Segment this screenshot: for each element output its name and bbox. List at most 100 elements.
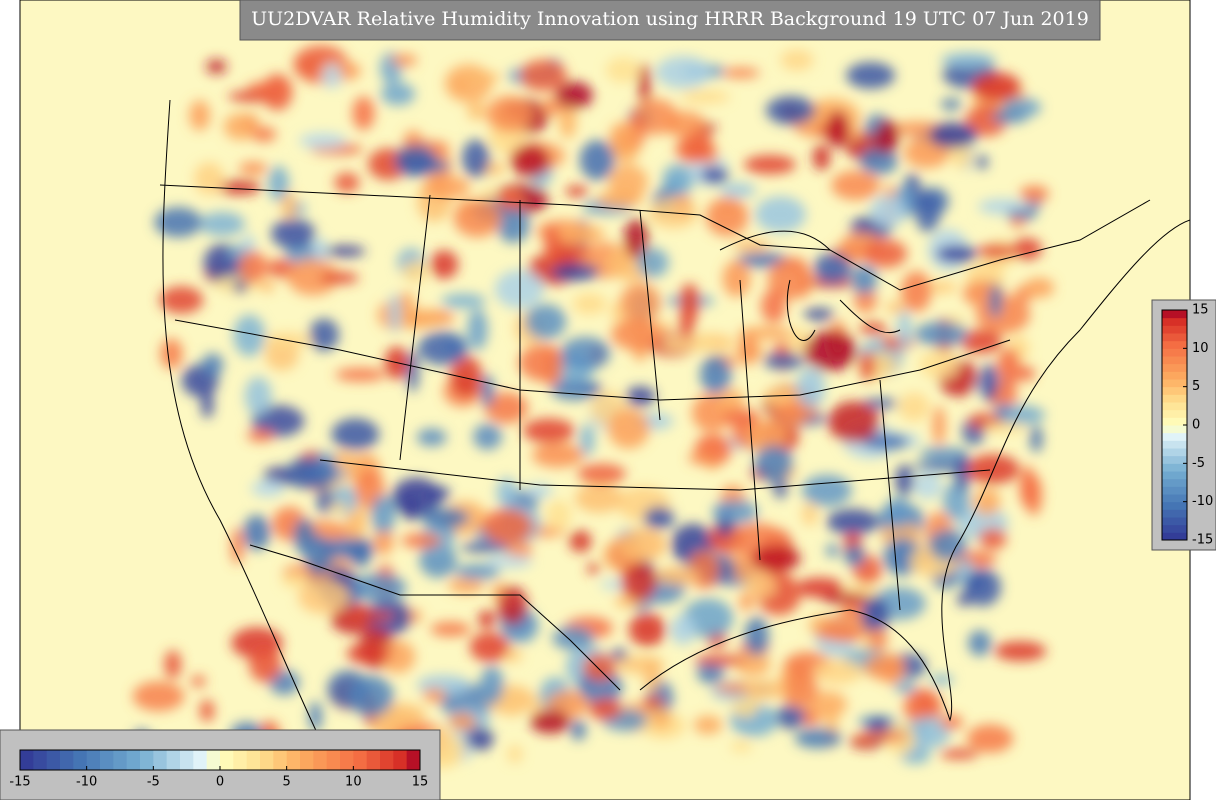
colorbar-step bbox=[1162, 310, 1187, 319]
field-blob bbox=[1019, 466, 1036, 508]
field-blob bbox=[660, 336, 712, 352]
colorbar-step bbox=[393, 750, 408, 770]
field-blob bbox=[738, 326, 794, 340]
field-blob bbox=[418, 331, 468, 366]
field-blob bbox=[722, 408, 760, 427]
colorbar-step bbox=[1162, 501, 1187, 510]
field-blob bbox=[928, 529, 967, 561]
field-blob bbox=[989, 283, 1002, 318]
field-blob bbox=[608, 164, 648, 200]
colorbar-step bbox=[73, 750, 88, 770]
field-blob bbox=[929, 674, 954, 685]
field-blob bbox=[335, 368, 386, 382]
colorbar-step bbox=[1162, 463, 1187, 472]
field-blob bbox=[550, 379, 598, 401]
colorbar-step bbox=[286, 750, 301, 770]
field-blob bbox=[370, 495, 396, 534]
field-blob bbox=[813, 252, 852, 284]
field-blob bbox=[983, 422, 1026, 434]
field-blob bbox=[246, 81, 291, 96]
colorbar-tick-label: -15 bbox=[9, 775, 30, 790]
field-blob bbox=[164, 650, 182, 679]
colorbar-step bbox=[246, 750, 261, 770]
colorbar-step bbox=[1162, 379, 1187, 388]
field-blob bbox=[636, 248, 669, 278]
field-blob bbox=[1030, 425, 1043, 453]
field-blob bbox=[869, 195, 905, 228]
colorbar-step bbox=[1162, 317, 1187, 326]
field-blob bbox=[642, 695, 664, 709]
field-blob bbox=[206, 59, 227, 74]
field-blob bbox=[994, 641, 1047, 662]
field-blob bbox=[251, 126, 277, 142]
field-blob bbox=[928, 122, 977, 149]
field-blob bbox=[697, 660, 725, 684]
field-blob bbox=[281, 572, 309, 588]
field-blob bbox=[957, 593, 972, 607]
field-blob bbox=[455, 563, 500, 581]
border-line bbox=[249, 544, 621, 691]
colorbar-step bbox=[1162, 440, 1187, 449]
field-blob bbox=[159, 286, 204, 314]
field-blob bbox=[189, 100, 211, 131]
field-blob bbox=[932, 405, 946, 446]
field-blob bbox=[343, 610, 395, 622]
colorbar-step bbox=[1162, 471, 1187, 480]
field-blob bbox=[700, 166, 729, 184]
field-blob bbox=[966, 724, 1014, 753]
field-blob bbox=[655, 55, 711, 89]
field-blob bbox=[625, 386, 656, 407]
colorbar-tick-label: 10 bbox=[1192, 341, 1209, 356]
field-blob bbox=[199, 212, 245, 236]
field-blob bbox=[867, 628, 888, 651]
field-blob bbox=[403, 492, 418, 522]
colorbar-step bbox=[1162, 348, 1187, 357]
field-blob bbox=[316, 488, 333, 514]
field-blob bbox=[200, 389, 214, 419]
field-blob bbox=[885, 301, 908, 314]
field-blob bbox=[744, 616, 769, 656]
field-blob bbox=[346, 642, 389, 665]
field-blob bbox=[815, 627, 861, 641]
colorbar-step bbox=[326, 750, 341, 770]
field-blob bbox=[651, 707, 671, 730]
coastline bbox=[162, 99, 331, 761]
field-blob bbox=[693, 715, 723, 735]
colorbar-step bbox=[180, 750, 194, 770]
colorbar-step bbox=[140, 750, 154, 770]
field-blob bbox=[722, 260, 751, 298]
colorbar-step bbox=[20, 750, 34, 770]
colorbar-step bbox=[1162, 494, 1187, 503]
boundaries bbox=[159, 99, 1190, 761]
field-blob bbox=[199, 699, 215, 722]
field-blob bbox=[607, 408, 650, 449]
field-blob bbox=[238, 161, 268, 175]
field-blob bbox=[688, 451, 716, 465]
field-blob bbox=[1011, 216, 1025, 229]
field-blob bbox=[663, 110, 706, 138]
colorbar-tick-label: 0 bbox=[1192, 418, 1200, 433]
field-blob bbox=[826, 110, 850, 148]
colorbar-step bbox=[1162, 340, 1187, 349]
colorbar-step bbox=[1162, 333, 1187, 342]
state-line bbox=[399, 194, 901, 611]
field-blob bbox=[481, 374, 494, 408]
colorbar-step bbox=[166, 750, 181, 770]
colorbar-step bbox=[406, 750, 421, 770]
colorbar-step bbox=[113, 750, 128, 770]
colorbar-step bbox=[313, 750, 328, 770]
field-blob bbox=[233, 314, 266, 357]
field-blob bbox=[503, 687, 524, 717]
field-blob bbox=[309, 318, 339, 351]
field-blob bbox=[448, 577, 485, 594]
field-blob bbox=[201, 353, 224, 377]
title-box bbox=[239, 0, 1101, 41]
field-blob bbox=[352, 96, 375, 131]
field-blob bbox=[430, 250, 459, 279]
colorbar-tick-label: -5 bbox=[1192, 456, 1205, 471]
colorbar-step bbox=[206, 750, 221, 770]
colorbar-step bbox=[1162, 363, 1187, 372]
field-blob bbox=[271, 218, 316, 249]
field-blob bbox=[737, 252, 788, 268]
colorbar-step bbox=[273, 750, 288, 770]
